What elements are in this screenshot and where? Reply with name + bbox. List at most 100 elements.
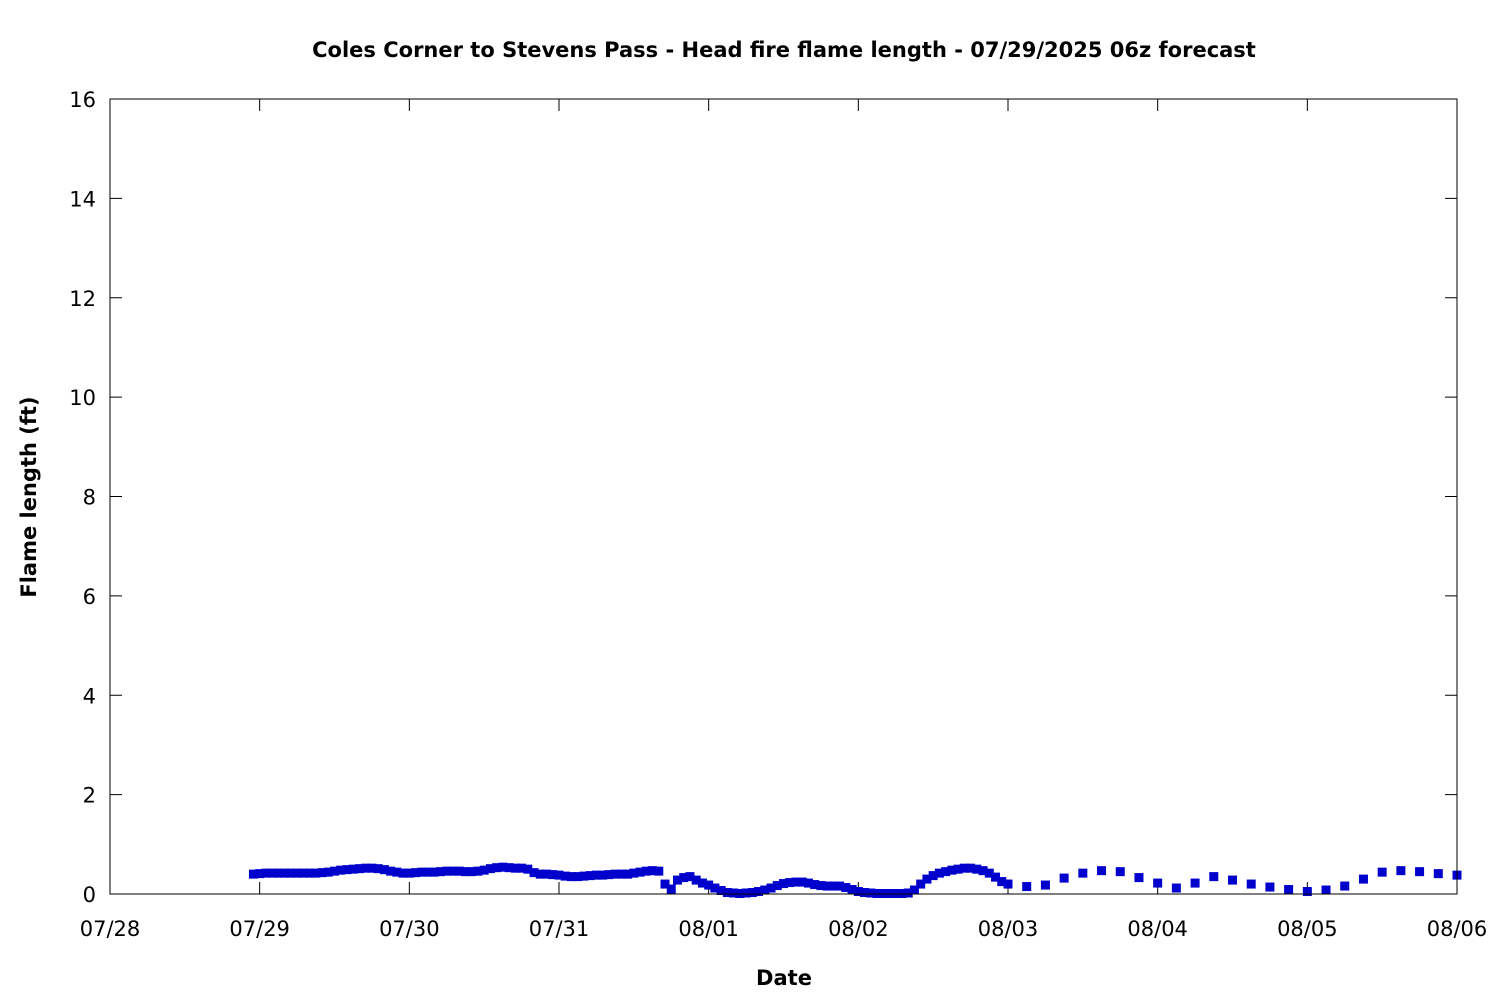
data-point bbox=[959, 863, 969, 873]
y-tick-label: 16 bbox=[69, 88, 96, 112]
y-tick-label: 14 bbox=[69, 187, 96, 211]
data-point bbox=[523, 864, 533, 874]
data-point bbox=[1415, 867, 1425, 877]
x-tick-label: 08/04 bbox=[1127, 917, 1188, 941]
data-point bbox=[972, 864, 982, 874]
data-point bbox=[423, 867, 433, 877]
data-point bbox=[323, 867, 333, 877]
data-point bbox=[991, 872, 1001, 882]
data-point bbox=[1377, 867, 1387, 877]
data-point bbox=[754, 887, 764, 897]
data-point bbox=[1097, 866, 1107, 876]
data-point bbox=[716, 886, 726, 896]
data-point bbox=[691, 875, 701, 885]
y-tick-label: 12 bbox=[69, 287, 96, 311]
y-tick-label: 8 bbox=[83, 486, 96, 510]
data-point bbox=[529, 868, 539, 878]
data-point bbox=[953, 864, 963, 874]
data-point bbox=[803, 878, 813, 888]
data-point bbox=[710, 883, 720, 893]
data-point bbox=[866, 888, 876, 898]
data-point bbox=[429, 867, 439, 877]
data-point bbox=[666, 884, 676, 894]
data-point bbox=[822, 881, 832, 891]
data-point bbox=[1396, 866, 1406, 876]
x-tick-label: 08/01 bbox=[678, 917, 739, 941]
data-point bbox=[436, 867, 446, 877]
data-point bbox=[591, 870, 601, 880]
data-point bbox=[1321, 885, 1331, 895]
y-tick-label: 0 bbox=[83, 883, 96, 907]
data-point bbox=[566, 872, 576, 882]
y-tick-label: 6 bbox=[83, 585, 96, 609]
data-point bbox=[785, 878, 795, 888]
data-point bbox=[1209, 872, 1219, 882]
data-point bbox=[1153, 878, 1163, 888]
data-point bbox=[810, 880, 820, 890]
y-tick-label: 4 bbox=[83, 684, 96, 708]
data-point bbox=[1022, 882, 1032, 892]
data-point bbox=[1284, 885, 1294, 895]
data-point bbox=[485, 864, 495, 874]
data-point bbox=[504, 863, 514, 873]
data-point bbox=[298, 868, 308, 878]
data-point bbox=[679, 873, 689, 883]
data-point bbox=[255, 869, 265, 879]
data-point bbox=[554, 870, 564, 880]
data-point bbox=[672, 875, 682, 885]
data-point bbox=[1228, 875, 1237, 885]
plot-frame bbox=[109, 98, 1458, 895]
data-point bbox=[853, 887, 863, 897]
data-point bbox=[903, 888, 913, 898]
data-point bbox=[598, 870, 608, 880]
data-point bbox=[741, 888, 751, 898]
data-point bbox=[1265, 882, 1275, 892]
y-tick-label: 10 bbox=[69, 386, 96, 410]
data-point bbox=[280, 868, 290, 878]
data-point bbox=[336, 865, 346, 875]
data-point bbox=[616, 869, 626, 879]
data-point bbox=[847, 885, 857, 895]
x-axis-label: Date bbox=[756, 966, 812, 990]
data-point bbox=[1340, 881, 1350, 891]
data-point bbox=[623, 869, 633, 879]
data-point bbox=[760, 885, 770, 895]
axis-ticks: 0 2 4 6 8 10 12 14 16 07/28 07/29 07/30 07/31 08/01 08… bbox=[69, 88, 1487, 941]
data-point bbox=[273, 868, 283, 878]
data-point bbox=[1433, 869, 1443, 879]
data-point bbox=[354, 864, 364, 874]
data-point bbox=[1358, 874, 1368, 884]
y-tick-label: 2 bbox=[83, 784, 96, 808]
data-point bbox=[922, 874, 932, 884]
data-point bbox=[909, 885, 919, 895]
data-point bbox=[766, 883, 776, 893]
data-point bbox=[722, 888, 732, 898]
data-point bbox=[330, 866, 339, 876]
x-tick-label: 07/28 bbox=[80, 917, 141, 941]
data-point bbox=[392, 867, 402, 877]
data-point bbox=[305, 868, 315, 878]
data-point bbox=[729, 888, 739, 898]
data-point bbox=[635, 867, 645, 877]
data-point bbox=[772, 881, 782, 891]
data-point bbox=[573, 872, 583, 882]
data-point bbox=[978, 866, 988, 876]
data-point bbox=[1171, 883, 1181, 893]
data-point bbox=[648, 866, 658, 876]
data-point bbox=[629, 868, 639, 878]
data-point bbox=[1078, 868, 1088, 878]
data-point bbox=[261, 868, 271, 878]
data-point bbox=[779, 879, 788, 889]
data-point bbox=[1040, 880, 1050, 890]
data-point bbox=[604, 870, 614, 880]
data-point bbox=[1003, 879, 1013, 889]
data-point bbox=[311, 868, 321, 878]
data-point bbox=[610, 869, 620, 879]
data-point bbox=[460, 867, 470, 877]
data-point bbox=[479, 865, 489, 875]
data-point bbox=[454, 866, 464, 876]
data-point bbox=[286, 868, 296, 878]
data-point bbox=[816, 881, 826, 891]
data-point bbox=[1190, 878, 1200, 888]
data-point bbox=[997, 877, 1007, 887]
